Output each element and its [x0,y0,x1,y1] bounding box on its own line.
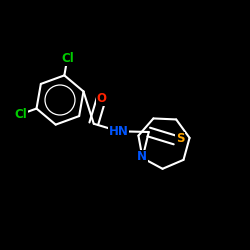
Text: Cl: Cl [61,52,74,65]
Text: HN: HN [109,125,129,138]
Text: S: S [176,132,184,145]
Text: O: O [96,92,106,105]
Text: Cl: Cl [14,108,27,121]
Text: N: N [137,150,147,163]
Text: N: N [137,150,147,163]
